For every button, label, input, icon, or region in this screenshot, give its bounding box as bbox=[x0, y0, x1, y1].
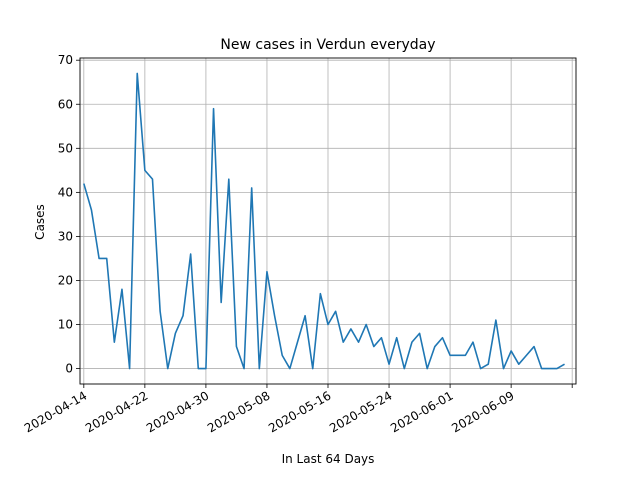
x-tick-label: 2020-04-30 bbox=[144, 388, 211, 435]
series-line-group bbox=[83, 72, 565, 370]
y-axis-label: Cases bbox=[33, 204, 47, 240]
x-tick-label: 2020-04-22 bbox=[83, 388, 150, 435]
y-tick-label: 50 bbox=[58, 141, 73, 155]
x-axis-label: In Last 64 Days bbox=[282, 452, 375, 466]
x-tick-label: 2020-04-14 bbox=[22, 388, 89, 435]
y-tick-label: 40 bbox=[58, 185, 73, 199]
x-tick-label: 2020-05-24 bbox=[327, 388, 394, 435]
y-axis: 0 10 20 30 40 50 60 70 bbox=[58, 53, 80, 376]
x-tick-label: 2020-05-08 bbox=[205, 388, 272, 435]
y-tick-label: 10 bbox=[58, 318, 73, 332]
y-tick-label: 70 bbox=[58, 53, 73, 67]
y-tick-label: 20 bbox=[58, 273, 73, 287]
y-tick-label: 30 bbox=[58, 229, 73, 243]
y-tick-label: 0 bbox=[65, 362, 73, 376]
chart-title: New cases in Verdun everyday bbox=[220, 37, 435, 53]
x-tick-label: 2020-06-09 bbox=[449, 388, 516, 435]
x-tick-label: 2020-06-01 bbox=[388, 388, 455, 435]
x-axis: 2020-04-142020-04-222020-04-302020-05-08… bbox=[22, 384, 573, 435]
y-tick-label: 60 bbox=[58, 97, 73, 111]
series-line-cases bbox=[83, 72, 565, 370]
x-tick-label: 2020-05-16 bbox=[266, 388, 333, 435]
